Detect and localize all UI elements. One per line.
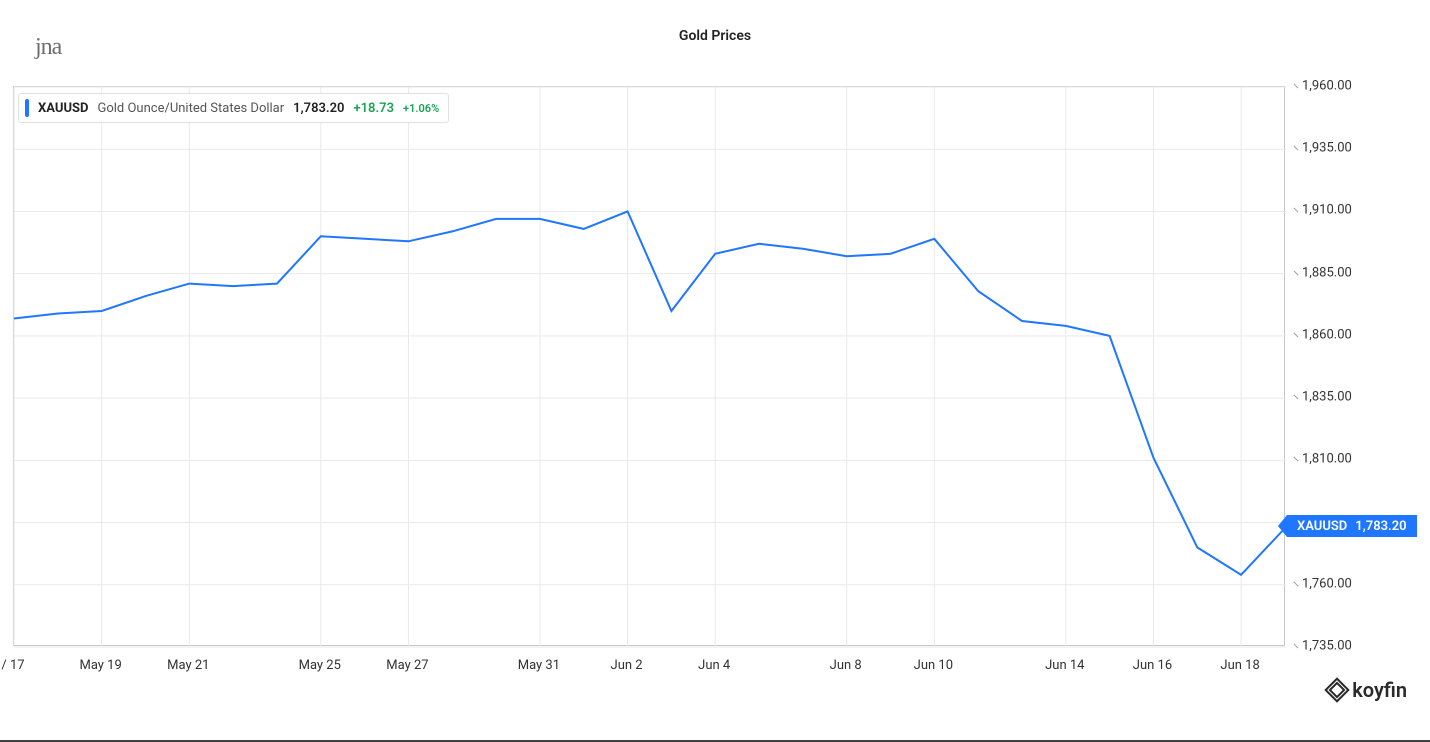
x-tick-label: May 25 bbox=[299, 658, 341, 673]
legend-box[interactable]: XAUUSD Gold Ounce/United States Dollar 1… bbox=[18, 93, 449, 123]
x-tick-label: Jun 10 bbox=[914, 658, 953, 673]
y-tick-label: 1,935.00 bbox=[1293, 141, 1352, 156]
legend-change: +18.73 bbox=[353, 101, 394, 116]
x-tick-label: Jun 14 bbox=[1045, 658, 1084, 673]
x-tick-label: Jun 16 bbox=[1133, 658, 1172, 673]
x-tick-label: / 17 bbox=[1, 658, 24, 673]
y-tick-label: 1,860.00 bbox=[1293, 327, 1352, 342]
x-tick-label: Jun 2 bbox=[611, 658, 643, 673]
x-axis: / 17May 19May 21May 25May 27May 31Jun 2J… bbox=[13, 654, 1285, 674]
y-tick-label: 1,835.00 bbox=[1293, 390, 1352, 405]
x-tick-label: May 21 bbox=[167, 658, 209, 673]
price-tag-value: 1,783.20 bbox=[1355, 519, 1406, 534]
y-tick-label: 1,885.00 bbox=[1293, 265, 1352, 280]
legend-pct-value: +1.06 bbox=[403, 102, 431, 115]
x-tick-label: May 27 bbox=[386, 658, 428, 673]
chart-svg bbox=[14, 87, 1286, 647]
y-axis: 1,735.001,760.001,785.001,810.001,835.00… bbox=[1293, 86, 1403, 646]
brand-attribution[interactable]: koyfin bbox=[1328, 678, 1407, 702]
price-tag-symbol: XAUUSD bbox=[1297, 519, 1347, 534]
x-tick-label: Jun 4 bbox=[698, 658, 730, 673]
legend-price: 1,783.20 bbox=[293, 101, 344, 116]
brand-name: koyfin bbox=[1352, 678, 1407, 702]
legend-pct-suffix: % bbox=[431, 102, 439, 115]
legend-description: Gold Ounce/United States Dollar bbox=[97, 101, 284, 116]
x-tick-label: May 19 bbox=[79, 658, 121, 673]
last-price-tag[interactable]: XAUUSD 1,783.20 bbox=[1287, 515, 1417, 537]
y-tick-label: 1,760.00 bbox=[1293, 576, 1352, 591]
header: jna Gold Prices bbox=[35, 28, 1395, 68]
y-tick-label: 1,810.00 bbox=[1293, 452, 1352, 467]
gridlines bbox=[14, 87, 1286, 647]
chart-title: Gold Prices bbox=[35, 28, 1395, 44]
legend-pct-change: +1.06% bbox=[403, 102, 439, 115]
x-tick-label: May 31 bbox=[518, 658, 560, 673]
price-line bbox=[14, 211, 1286, 574]
legend-color-bar bbox=[25, 99, 29, 117]
chart-container: XAUUSD Gold Ounce/United States Dollar 1… bbox=[13, 86, 1417, 706]
x-tick-label: Jun 18 bbox=[1220, 658, 1259, 673]
y-tick-label: 1,735.00 bbox=[1293, 639, 1352, 654]
legend-symbol: XAUUSD bbox=[38, 101, 88, 116]
x-tick-label: Jun 8 bbox=[830, 658, 862, 673]
brand-icon bbox=[1324, 677, 1349, 702]
y-tick-label: 1,910.00 bbox=[1293, 203, 1352, 218]
y-tick-label: 1,960.00 bbox=[1293, 79, 1352, 94]
plot-area[interactable]: XAUUSD Gold Ounce/United States Dollar 1… bbox=[13, 86, 1285, 646]
